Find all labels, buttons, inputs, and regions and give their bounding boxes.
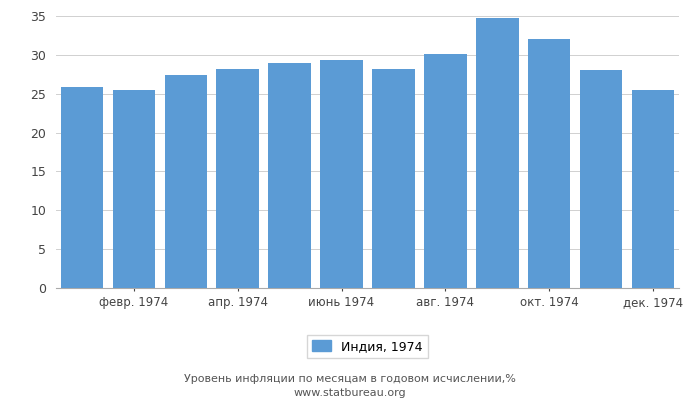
Bar [61, 88, 103, 288]
Bar [164, 75, 207, 288]
Bar [321, 60, 363, 288]
Text: Уровень инфляции по месяцам в годовом исчислении,%: Уровень инфляции по месяцам в годовом ис… [184, 374, 516, 384]
Bar [372, 69, 414, 288]
Bar [580, 70, 622, 288]
Bar [424, 54, 467, 288]
Legend: Индия, 1974: Индия, 1974 [307, 335, 428, 358]
Bar [216, 69, 259, 288]
Bar [528, 38, 570, 288]
Bar [113, 90, 155, 288]
Text: www.statbureau.org: www.statbureau.org [294, 388, 406, 398]
Bar [476, 18, 519, 288]
Bar [268, 63, 311, 288]
Bar [632, 90, 674, 288]
